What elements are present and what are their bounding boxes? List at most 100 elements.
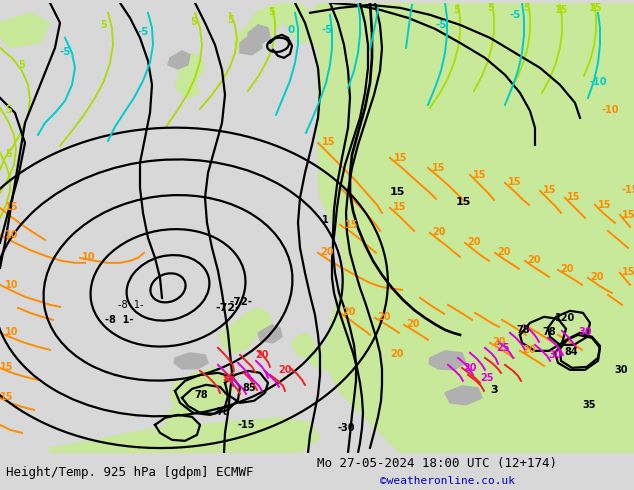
Text: ©weatheronline.co.uk: ©weatheronline.co.uk [380,476,515,486]
Text: 20: 20 [522,345,536,355]
Text: -5: -5 [322,25,333,35]
Text: 5: 5 [268,7,275,17]
Text: 20: 20 [377,312,391,322]
Text: 15: 15 [622,210,634,220]
Text: -10: -10 [590,77,607,87]
Text: 15: 15 [5,202,18,212]
Text: 3: 3 [490,385,498,395]
Text: 5: 5 [453,5,460,15]
Text: 85: 85 [242,383,256,393]
Text: 30: 30 [614,365,628,375]
Polygon shape [295,3,350,53]
Text: 15: 15 [589,3,602,13]
Polygon shape [170,368,235,415]
Text: 15: 15 [432,163,446,173]
Text: -5: -5 [60,47,72,57]
Text: -72-: -72- [215,303,240,313]
Text: 15: 15 [473,170,486,180]
Text: 20: 20 [255,350,269,360]
Text: 20: 20 [406,319,420,329]
Text: 20: 20 [527,255,541,265]
Text: 15: 15 [598,200,612,210]
Polygon shape [290,3,390,43]
Text: 15: 15 [0,362,13,372]
Text: 120: 120 [555,313,575,323]
Polygon shape [165,408,200,438]
Text: 20: 20 [390,349,403,359]
Text: 15: 15 [322,137,335,147]
Text: 15: 15 [393,202,406,212]
Text: -30: -30 [338,423,356,433]
Text: 5: 5 [487,3,494,13]
Text: 15: 15 [345,220,358,230]
Polygon shape [175,53,205,83]
Polygon shape [220,323,255,353]
Polygon shape [248,25,270,45]
Text: 5: 5 [100,20,107,30]
Text: 0: 0 [288,25,295,35]
Polygon shape [445,386,482,405]
Text: 5: 5 [523,3,530,13]
Polygon shape [168,51,190,69]
Text: 20: 20 [497,247,510,257]
Polygon shape [50,418,320,453]
Text: 25: 25 [222,373,235,383]
Text: 10: 10 [5,280,18,290]
Text: 10: 10 [5,327,18,337]
Polygon shape [174,353,208,369]
Text: 35: 35 [582,400,595,410]
Text: 10: 10 [5,230,18,240]
Text: 25: 25 [496,343,510,353]
Text: 78: 78 [194,390,207,400]
Text: Height/Temp. 925 hPa [gdpm] ECMWF: Height/Temp. 925 hPa [gdpm] ECMWF [6,466,254,479]
Polygon shape [429,351,466,370]
Polygon shape [480,333,512,357]
Text: 20: 20 [590,272,604,282]
Text: 15: 15 [508,177,522,187]
Text: 15: 15 [0,392,13,402]
Text: Mo 27-05-2024 18:00 UTC (12+174): Mo 27-05-2024 18:00 UTC (12+174) [317,457,557,469]
Polygon shape [292,333,315,358]
Text: 20: 20 [432,227,446,237]
Text: 1: 1 [322,215,329,225]
Text: 20: 20 [320,247,333,257]
Text: -5: -5 [510,10,522,20]
Text: 78: 78 [542,327,555,337]
Text: -8  1-: -8 1- [118,300,143,310]
Polygon shape [235,308,272,338]
Text: 15: 15 [567,192,581,202]
Text: 5: 5 [18,60,25,70]
Polygon shape [0,13,50,48]
Text: -8  1-: -8 1- [105,315,133,325]
Text: 30: 30 [548,350,562,360]
Text: 15: 15 [543,185,557,195]
Polygon shape [175,78,200,98]
Polygon shape [258,325,282,343]
Text: -5: -5 [138,27,150,37]
Polygon shape [420,383,530,420]
Text: -15: -15 [238,420,256,430]
Text: 5: 5 [227,15,234,25]
Text: 15: 15 [394,153,408,163]
Polygon shape [318,3,634,453]
Text: 25: 25 [480,373,493,383]
Text: -15: -15 [622,185,634,195]
Text: -10: -10 [602,105,619,115]
Text: 15: 15 [555,5,569,15]
Text: 5: 5 [5,105,12,115]
Text: 20: 20 [560,264,574,274]
Text: 20: 20 [342,307,356,317]
Text: 78: 78 [216,407,230,417]
Text: -5: -5 [436,20,448,30]
Text: 30: 30 [578,327,592,337]
Text: 84: 84 [564,347,578,357]
Text: 20: 20 [278,365,292,375]
Text: 10: 10 [82,252,96,262]
Text: 20: 20 [492,337,505,347]
Text: 20: 20 [463,363,477,373]
Text: 5: 5 [5,149,12,159]
Polygon shape [310,345,342,370]
Text: 15: 15 [390,187,405,197]
Text: 78: 78 [516,325,529,335]
Text: 15: 15 [456,197,471,207]
